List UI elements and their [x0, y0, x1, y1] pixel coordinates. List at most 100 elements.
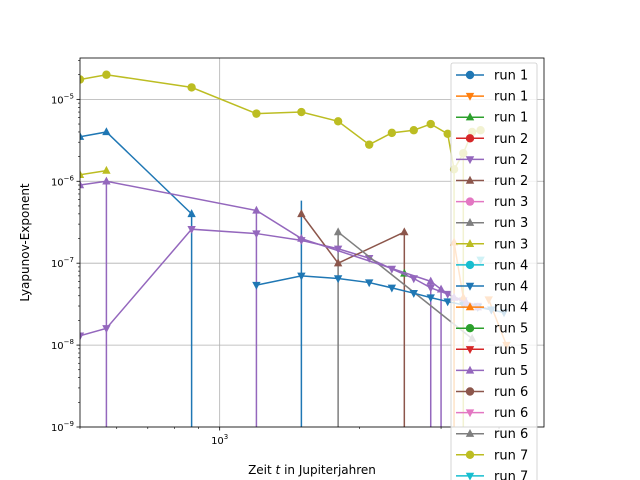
legend-item: run 4 — [456, 301, 528, 316]
series-6-point — [297, 209, 306, 218]
legend-marker — [465, 134, 475, 143]
legend-item: run 6 — [456, 406, 528, 421]
legend-marker — [465, 429, 475, 437]
legend-label: run 4 — [494, 258, 528, 273]
legend-marker — [465, 92, 475, 101]
y-tick-label: 10−7 — [51, 256, 74, 270]
legend-item: run 3 — [456, 216, 528, 231]
legend-item: run 4 — [456, 280, 528, 295]
y-tick-label: 10−9 — [51, 420, 74, 434]
series-19-point — [426, 119, 435, 129]
legend-marker — [465, 175, 475, 184]
legend-item: run 1 — [456, 69, 528, 84]
legend: run 1 run 1 run 1 run 2 run 2 run 2 run 3 run 3… — [450, 62, 538, 480]
legend-label: run 6 — [494, 385, 528, 400]
legend-item: run 6 — [456, 427, 528, 442]
legend-label: run 3 — [494, 195, 528, 210]
legend-item: run 2 — [456, 153, 528, 168]
legend-marker — [465, 260, 475, 270]
legend-item: run 3 — [456, 237, 528, 252]
x-tick-label: 103 — [211, 433, 228, 447]
series-19-point — [297, 107, 306, 117]
series-8-point — [333, 227, 343, 236]
legend-label: run 7 — [494, 448, 528, 463]
series-11-point — [409, 290, 418, 298]
series-15-point — [297, 233, 306, 242]
series-11-point — [387, 284, 397, 293]
legend-item: run 7 — [456, 448, 528, 463]
legend-marker — [465, 197, 475, 206]
series-19-point — [409, 126, 418, 135]
legend-label: run 4 — [494, 301, 528, 316]
series-5-point — [409, 275, 418, 284]
series-15-point — [102, 176, 111, 185]
legend-marker — [465, 365, 475, 374]
legend-marker — [465, 282, 475, 291]
legend-item: run 7 — [456, 469, 528, 480]
series-11-point — [252, 281, 261, 290]
series-9-point — [80, 170, 85, 178]
series-19-point — [102, 70, 111, 79]
legend-item: run 6 — [456, 385, 528, 400]
series-11-point — [333, 275, 343, 284]
series-blue-top-point — [102, 127, 111, 136]
legend-label: run 1 — [494, 111, 528, 126]
series-15-point — [436, 284, 446, 293]
legend-item: run 1 — [456, 90, 528, 105]
series-19-point — [443, 129, 452, 138]
legend-marker — [465, 472, 475, 480]
series-19-point — [387, 128, 397, 138]
legend-label: run 2 — [494, 174, 528, 189]
legend-label: run 6 — [494, 427, 528, 442]
legend-marker — [465, 346, 475, 354]
series-5-point — [187, 225, 196, 234]
legend-marker — [465, 156, 475, 165]
axes-frame — [79, 57, 545, 428]
series-6-point — [400, 227, 409, 236]
legend-label: run 1 — [494, 90, 528, 105]
y-tick-label: 10−8 — [51, 338, 74, 352]
series-blue-top-point — [80, 132, 85, 140]
legend-marker — [465, 409, 475, 418]
y-tick-label: 10−6 — [51, 174, 75, 188]
series-19-point — [252, 109, 261, 118]
legend-box — [450, 62, 538, 480]
x-axis-label: Zeit t in Jupiterjahren — [248, 463, 376, 477]
series-11-point — [364, 279, 374, 288]
legend-marker — [465, 218, 475, 226]
legend-label: run 2 — [494, 132, 528, 147]
legend-marker — [465, 112, 475, 121]
legend-label: run 7 — [494, 469, 528, 480]
y-axis-label: Lyapunov-Exponent — [18, 183, 32, 302]
legend-marker — [465, 450, 475, 459]
legend-item: run 2 — [456, 132, 528, 147]
legend-label: run 5 — [494, 364, 528, 379]
series-11-point — [297, 272, 306, 281]
legend-marker — [465, 387, 475, 396]
series-9-line — [80, 169, 107, 176]
series-5-point — [364, 255, 374, 263]
series-blue-top-point — [187, 209, 196, 218]
series-6-point — [333, 258, 343, 267]
series-19-point — [187, 83, 196, 92]
series-19-point — [364, 140, 374, 149]
legend-item: run 5 — [456, 364, 528, 379]
legend-label: run 5 — [494, 343, 528, 358]
series-15-point — [80, 180, 85, 189]
legend-marker — [465, 70, 475, 80]
legend-item: run 1 — [456, 111, 528, 126]
legend-item: run 3 — [456, 195, 528, 210]
series-8-line — [337, 231, 473, 340]
legend-item: run 5 — [456, 343, 528, 358]
series-15-point — [252, 205, 261, 214]
legend-item: run 5 — [456, 322, 528, 337]
legend-label: run 1 — [494, 69, 528, 84]
legend-label: run 5 — [494, 322, 528, 337]
series-19-point — [80, 75, 85, 84]
series-5-point — [252, 230, 261, 239]
series-19-point — [333, 117, 343, 126]
legend-label: run 3 — [494, 216, 528, 231]
legend-label: run 3 — [494, 237, 528, 252]
legend-marker — [465, 302, 475, 311]
